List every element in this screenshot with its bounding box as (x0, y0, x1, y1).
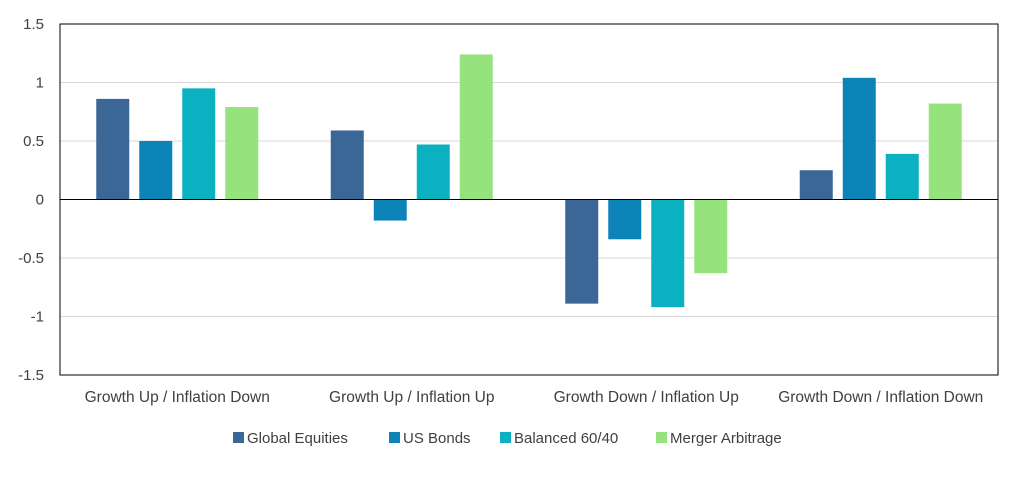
bar (842, 77, 876, 200)
bar (565, 199, 599, 304)
bar (459, 54, 493, 200)
axes (59, 23, 999, 376)
bar (651, 199, 685, 308)
x-axis-category-labels: Growth Up / Inflation Down Growth Up / In… (85, 389, 984, 406)
bar (330, 130, 364, 200)
bars (96, 54, 962, 308)
bar (182, 88, 216, 200)
bar (96, 98, 130, 200)
x-category-label: Growth Down / Inflation Up (554, 389, 739, 406)
legend-swatch (656, 432, 667, 443)
bar (928, 103, 962, 200)
legend-swatch (389, 432, 400, 443)
legend-label: Balanced 60/40 (514, 430, 618, 447)
x-category-label: Growth Down / Inflation Down (778, 389, 983, 406)
legend: Global Equities US Bonds Balanced 60/40 Mer… (233, 430, 782, 447)
y-axis-tick-labels: 1.5 1 0.5 0 -0.5 -1 -1.5 (18, 16, 44, 384)
y-tick-label: 0.5 (23, 133, 44, 150)
bar (694, 199, 728, 274)
y-tick-label: 0 (36, 192, 44, 209)
bar (139, 141, 173, 200)
bar (608, 199, 642, 240)
bar (885, 153, 919, 200)
bar (416, 144, 450, 200)
legend-label: Global Equities (247, 430, 348, 447)
x-category-label: Growth Up / Inflation Down (85, 389, 270, 406)
legend-label: US Bonds (403, 430, 471, 447)
y-tick-label: 1.5 (23, 16, 44, 33)
x-category-label: Growth Up / Inflation Up (329, 389, 494, 406)
y-tick-label: -1.5 (18, 367, 44, 384)
plot-frame (59, 23, 999, 376)
bar (373, 199, 407, 221)
y-tick-label: -0.5 (18, 250, 44, 267)
y-tick-label: -1 (31, 309, 44, 326)
y-tick-label: 1 (36, 75, 44, 92)
legend-swatch (233, 432, 244, 443)
legend-swatch (500, 432, 511, 443)
bar (799, 170, 833, 200)
legend-label: Merger Arbitrage (670, 430, 782, 447)
bar (225, 107, 259, 200)
